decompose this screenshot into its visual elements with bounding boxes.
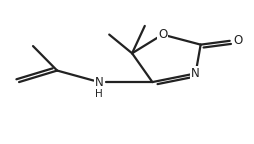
Text: H: H xyxy=(95,89,103,99)
Text: O: O xyxy=(158,28,167,41)
Text: N: N xyxy=(95,76,103,89)
Text: O: O xyxy=(234,34,243,47)
Text: N: N xyxy=(191,67,200,80)
